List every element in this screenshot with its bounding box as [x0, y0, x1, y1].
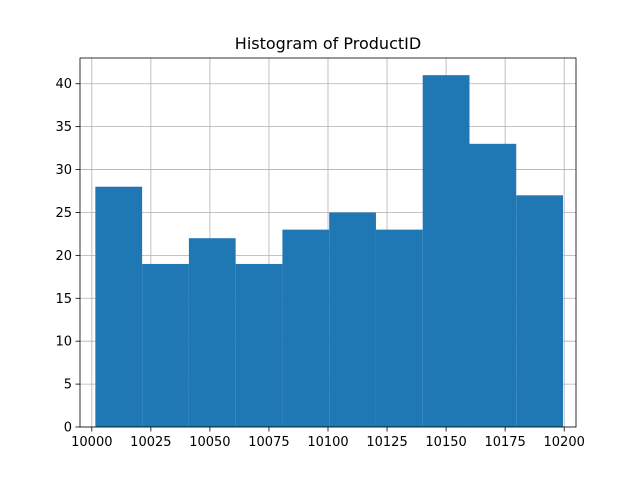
x-tick-label: 10150 — [425, 435, 466, 450]
y-tick-label: 0 — [64, 421, 72, 436]
histogram-bars — [95, 75, 564, 428]
y-tick-label: 25 — [55, 206, 72, 221]
x-tick-label: 10200 — [544, 435, 585, 450]
histogram-bar — [282, 229, 330, 427]
y-tick-label: 10 — [55, 335, 72, 350]
histogram-bar — [142, 263, 189, 427]
x-tick-label: 10075 — [248, 435, 289, 450]
x-tick-label: 10125 — [366, 435, 407, 450]
x-tick-label: 10025 — [130, 435, 171, 450]
histogram-bar — [329, 212, 376, 427]
y-tick-label: 35 — [55, 120, 72, 135]
x-tick-label: 10175 — [484, 435, 525, 450]
axes-spines — [79, 57, 577, 428]
x-tick-label: 10100 — [307, 435, 348, 450]
histogram-bar — [469, 143, 517, 427]
y-tick-label: 20 — [55, 249, 72, 264]
chart-title: Histogram of ProductID — [235, 34, 421, 53]
histogram-bar — [188, 238, 236, 427]
y-tick-label: 30 — [55, 163, 72, 178]
y-tick-label: 40 — [55, 77, 72, 92]
histogram-bar — [235, 263, 283, 427]
axis-ticks: 10000 10025 10050 10075 10100 10125 10150 10175… — [55, 77, 584, 450]
histogram-bar — [375, 229, 423, 427]
axes-frame — [79, 57, 577, 428]
x-tick-label: 10000 — [71, 435, 112, 450]
x-tick-label: 10050 — [189, 435, 230, 450]
y-tick-label: 15 — [55, 292, 72, 307]
y-tick-label: 5 — [64, 378, 72, 393]
histogram-bar — [516, 195, 564, 427]
histogram-bar — [95, 186, 143, 427]
histogram-bar — [422, 75, 470, 428]
